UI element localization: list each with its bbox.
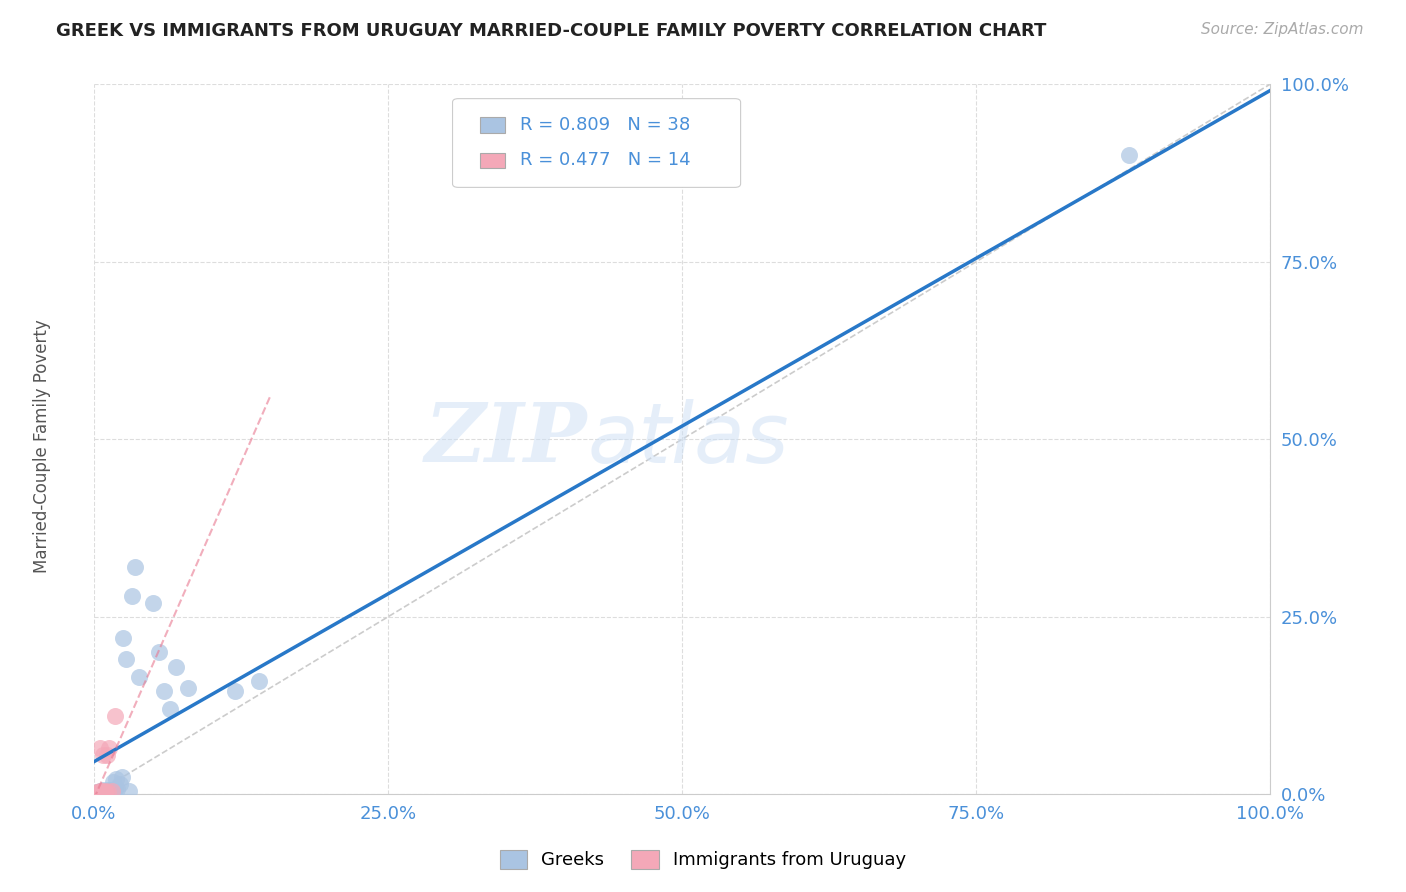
Point xyxy=(90,785,112,799)
Point xyxy=(118,784,141,798)
Text: GREEK VS IMMIGRANTS FROM URUGUAY MARRIED-COUPLE FAMILY POVERTY CORRELATION CHART: GREEK VS IMMIGRANTS FROM URUGUAY MARRIED… xyxy=(56,22,1046,40)
Point xyxy=(107,781,129,796)
Legend: Greeks, Immigrants from Uruguay: Greeks, Immigrants from Uruguay xyxy=(491,841,915,879)
Point xyxy=(148,645,170,659)
Point xyxy=(224,684,246,698)
Point xyxy=(112,631,135,645)
Point xyxy=(105,772,128,786)
Point xyxy=(124,560,146,574)
Point xyxy=(128,670,150,684)
Point xyxy=(111,770,134,784)
Point xyxy=(165,659,187,673)
Point xyxy=(159,702,181,716)
Point xyxy=(90,784,112,798)
Point xyxy=(90,784,112,798)
Point xyxy=(97,783,120,797)
Point xyxy=(97,784,120,798)
Point xyxy=(108,777,131,791)
Point xyxy=(86,784,108,798)
Point xyxy=(86,785,108,799)
Text: R = 0.477   N = 14: R = 0.477 N = 14 xyxy=(520,152,690,169)
Point xyxy=(101,774,124,789)
FancyBboxPatch shape xyxy=(453,99,741,187)
Point xyxy=(87,784,110,798)
Point xyxy=(142,596,165,610)
Point xyxy=(1118,148,1140,162)
Point xyxy=(177,681,200,695)
Point xyxy=(96,748,118,763)
Point xyxy=(98,784,121,798)
Point xyxy=(96,784,118,798)
Point xyxy=(114,652,136,666)
Point xyxy=(94,784,117,798)
Point xyxy=(104,782,127,797)
FancyBboxPatch shape xyxy=(479,153,505,169)
Point xyxy=(91,784,114,798)
Point xyxy=(100,784,122,798)
Point xyxy=(93,784,115,798)
Text: atlas: atlas xyxy=(588,399,789,480)
Point xyxy=(100,784,122,798)
Text: R = 0.809   N = 38: R = 0.809 N = 38 xyxy=(520,116,690,134)
Point xyxy=(100,783,122,797)
Text: Married-Couple Family Poverty: Married-Couple Family Poverty xyxy=(34,319,51,573)
Point xyxy=(94,785,117,799)
Point xyxy=(121,589,143,603)
Point xyxy=(91,784,114,798)
Point xyxy=(91,785,114,799)
Point xyxy=(91,783,114,797)
Point xyxy=(104,709,127,723)
Point xyxy=(91,748,114,763)
Point xyxy=(89,784,111,798)
Point xyxy=(89,741,111,756)
Point xyxy=(89,786,111,800)
Text: ZIP: ZIP xyxy=(425,400,588,479)
Point xyxy=(87,785,110,799)
Point xyxy=(247,673,270,688)
Point xyxy=(89,784,111,798)
Point xyxy=(98,741,121,756)
Text: Source: ZipAtlas.com: Source: ZipAtlas.com xyxy=(1201,22,1364,37)
Point xyxy=(103,783,125,797)
Point xyxy=(93,784,115,798)
Point xyxy=(153,684,176,698)
FancyBboxPatch shape xyxy=(479,117,505,133)
